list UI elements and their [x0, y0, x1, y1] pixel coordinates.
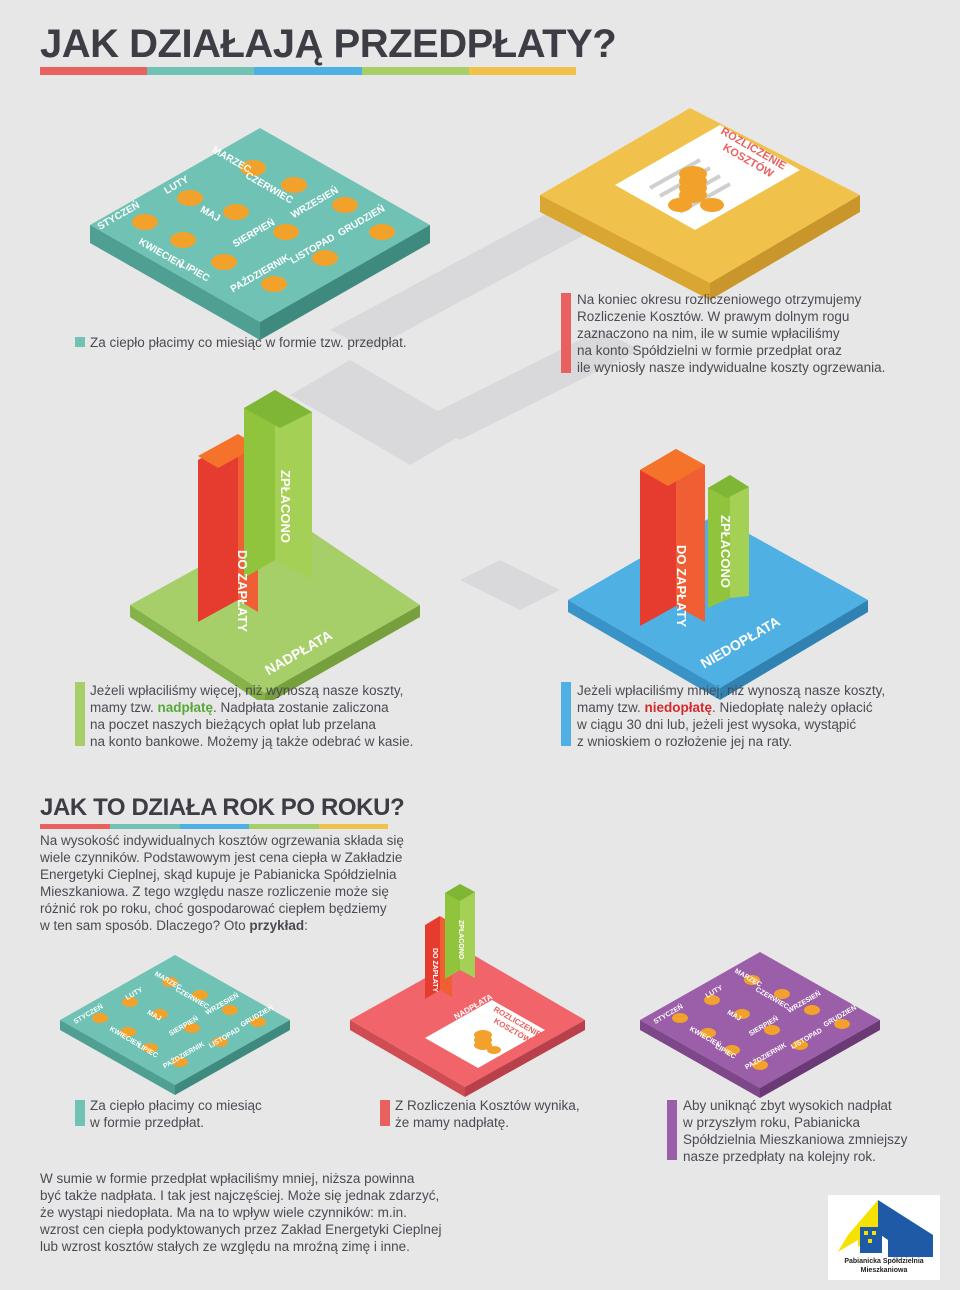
underpay-text: Jeżeli wpłaciliśmy mniej, niż wynoszą na…: [577, 682, 897, 750]
section2-line: Mieszkaniowa. Z tego względu nasze rozli…: [40, 884, 389, 899]
step1-marker: [75, 337, 85, 347]
step2-line: Na koniec okresu rozliczeniowego otrzymu…: [577, 292, 862, 307]
caption3: Aby uniknąć zbyt wysokich nadpłat w przy…: [683, 1097, 923, 1165]
caption2-marker: [380, 1100, 390, 1126]
section2-body: Na wysokość indywidualnych kosztów ogrze…: [40, 832, 420, 934]
bar-label-zaplacono: ZPŁACONO: [278, 470, 293, 543]
summary-line: wzrost cen ciepła podyktowanych przez Za…: [40, 1222, 442, 1237]
caption3-line: nasze przedpłaty na kolejny rok.: [683, 1149, 876, 1164]
logo-line: Mieszkaniowa: [860, 1267, 908, 1274]
section2-line: w ten sam sposób. Dlaczego? Oto przykład…: [40, 918, 308, 933]
overpayment-board: DO ZAPŁATY ZPŁACONO NADPŁATA: [130, 390, 420, 700]
step2-line: Rozliczenie Kosztów. W prawym dolnym rog…: [577, 309, 850, 324]
caption3-marker: [667, 1100, 677, 1160]
underpayment-board: DO ZAPŁATY ZPŁACONO NIEDOPŁATA: [568, 449, 868, 700]
caption3-line: w przyszłym roku, Pabianicka: [683, 1115, 861, 1130]
summary-text: W sumie w formie przedpłat wpłaciliśmy m…: [40, 1170, 460, 1255]
caption3-line: Spółdzielnia Mieszkaniowa zmniejszy: [683, 1132, 908, 1147]
logo-text: Pabianicka Spółdzielnia Mieszkaniowa: [830, 1257, 938, 1275]
caption2-line: Z Rozliczenia Kosztów wynika,: [395, 1098, 580, 1113]
infographic-bottom: STYCZEŃ LUTY MARZEC KWIECIEŃ MAJ CZERWIE…: [60, 884, 880, 1098]
bar-label-zaplacono-small: ZPŁACONO: [457, 920, 464, 960]
section2-color-stripe: [40, 824, 388, 829]
underpay-line: z wnioskiem o rozłożenie jej na raty.: [577, 734, 793, 749]
underpay-line: Jeżeli wpłaciliśmy mniej, niż wynoszą na…: [577, 683, 886, 698]
section2-line: wiele czynników. Podstawowym jest cena c…: [40, 850, 403, 865]
page-title: JAK DZIAŁAJĄ PRZEDPŁATY?: [40, 22, 617, 66]
infographic-top: STYCZEŃ LUTY MARZEC KWIECIEŃ MAJ CZERWIE…: [90, 108, 868, 700]
step2-line: ile wyniosły nasze indywidualne koszty o…: [577, 360, 886, 375]
yellow-settlement-board: ROZLICZENIE KOSZTÓW: [540, 108, 860, 300]
step2-text: Na koniec okresu rozliczeniowego otrzymu…: [577, 291, 897, 376]
purple-months-board: STYCZEŃ LUTY MARZEC KWIECIEŃ MAJ CZERWIE…: [640, 952, 880, 1098]
caption1-line: w formie przedpłat.: [90, 1115, 205, 1130]
coin-icon: [474, 1030, 501, 1054]
underpay-line: w ciągu 30 dni lub, jeżeli jest wysoka, …: [577, 717, 857, 732]
summary-line: że wystąpi niedopłata. Ma na to wpływ wi…: [40, 1205, 407, 1220]
section2-line: Na wysokość indywidualnych kosztów ogrze…: [40, 833, 404, 848]
caption1-marker: [75, 1100, 85, 1126]
section2-line: Energetyki Cieplnej, skąd kupuje je Pabi…: [40, 867, 397, 882]
overpay-marker: [75, 682, 85, 746]
step2-line: na konto Spółdzielni w formie przedpłat …: [577, 343, 842, 358]
section2-line: różnić rok po roku, choć gospodarować ci…: [40, 901, 387, 916]
summary-line: W sumie w formie przedpłat wpłaciliśmy m…: [40, 1171, 415, 1186]
coin-icon: [132, 160, 395, 292]
bar-label-do-zaplaty-2: DO ZAPŁATY: [674, 545, 689, 627]
step2-line: zaznaczono na nim, ile w sumie wpłaciliś…: [577, 326, 840, 341]
section2-title: JAK TO DZIAŁA ROK PO ROKU?: [40, 794, 405, 821]
title-color-stripe: [40, 67, 576, 75]
coin-icon: [92, 977, 266, 1067]
underpay-marker: [561, 682, 571, 746]
underpay-line: mamy tzw. niedopłatę. Niedopłatę należy …: [577, 700, 873, 715]
bar-label-do-zaplaty: DO ZAPŁATY: [235, 550, 250, 632]
bar-label-zaplacono-2: ZPŁACONO: [718, 515, 733, 588]
overpay-line: na poczet naszych bieżących opłat lub pr…: [90, 717, 376, 732]
overpay-line: Jeżeli wpłaciliśmy więcej, niż wynoszą n…: [90, 683, 404, 698]
overpay-text: Jeżeli wpłaciliśmy więcej, niż wynoszą n…: [90, 682, 420, 750]
caption1-line: Za ciepło płacimy co miesiąc: [90, 1098, 262, 1113]
logo-line: Pabianicka Spółdzielnia: [844, 1258, 924, 1265]
red-settlement-board: DO ZAPŁATY ZPŁACONO NADPŁATA ROZLICZENIE…: [350, 884, 585, 1097]
coin-icon: [672, 975, 850, 1070]
logo-icon: [828, 1195, 940, 1280]
step2-marker: [561, 293, 571, 373]
overpay-line: mamy tzw. nadpłatę. Nadpłata zostanie za…: [90, 700, 389, 715]
bar-label-do-zaplaty-small: DO ZAPŁATY: [431, 948, 438, 993]
overpay-keyword: nadpłatę: [157, 700, 214, 715]
summary-line: być także nadpłata. I tak jest najczęści…: [40, 1188, 440, 1203]
example-keyword: przykład: [249, 918, 305, 933]
teal-months-board-small: STYCZEŃ LUTY MARZEC KWIECIEŃ MAJ CZERWIE…: [60, 955, 290, 1095]
step1-text: Za ciepło płacimy co miesiąc w formie tz…: [90, 335, 407, 350]
underpay-keyword: niedopłatę: [644, 700, 713, 715]
overpay-line: na konto bankowe. Możemy ją także odebra…: [90, 734, 414, 749]
caption2-line: że mamy nadpłatę.: [395, 1115, 510, 1130]
coin-icon: [668, 166, 724, 212]
connector-path: [330, 185, 640, 350]
teal-months-board: [90, 128, 430, 340]
caption2: Z Rozliczenia Kosztów wynika, że mamy na…: [395, 1097, 615, 1131]
logo: Pabianicka Spółdzielnia Mieszkaniowa: [828, 1195, 940, 1280]
summary-line: lub wzrost kosztów stałych ze względu na…: [40, 1239, 410, 1254]
caption3-line: Aby uniknąć zbyt wysokich nadpłat: [683, 1098, 892, 1113]
caption1: Za ciepło płacimy co miesiąc w formie pr…: [90, 1097, 290, 1131]
